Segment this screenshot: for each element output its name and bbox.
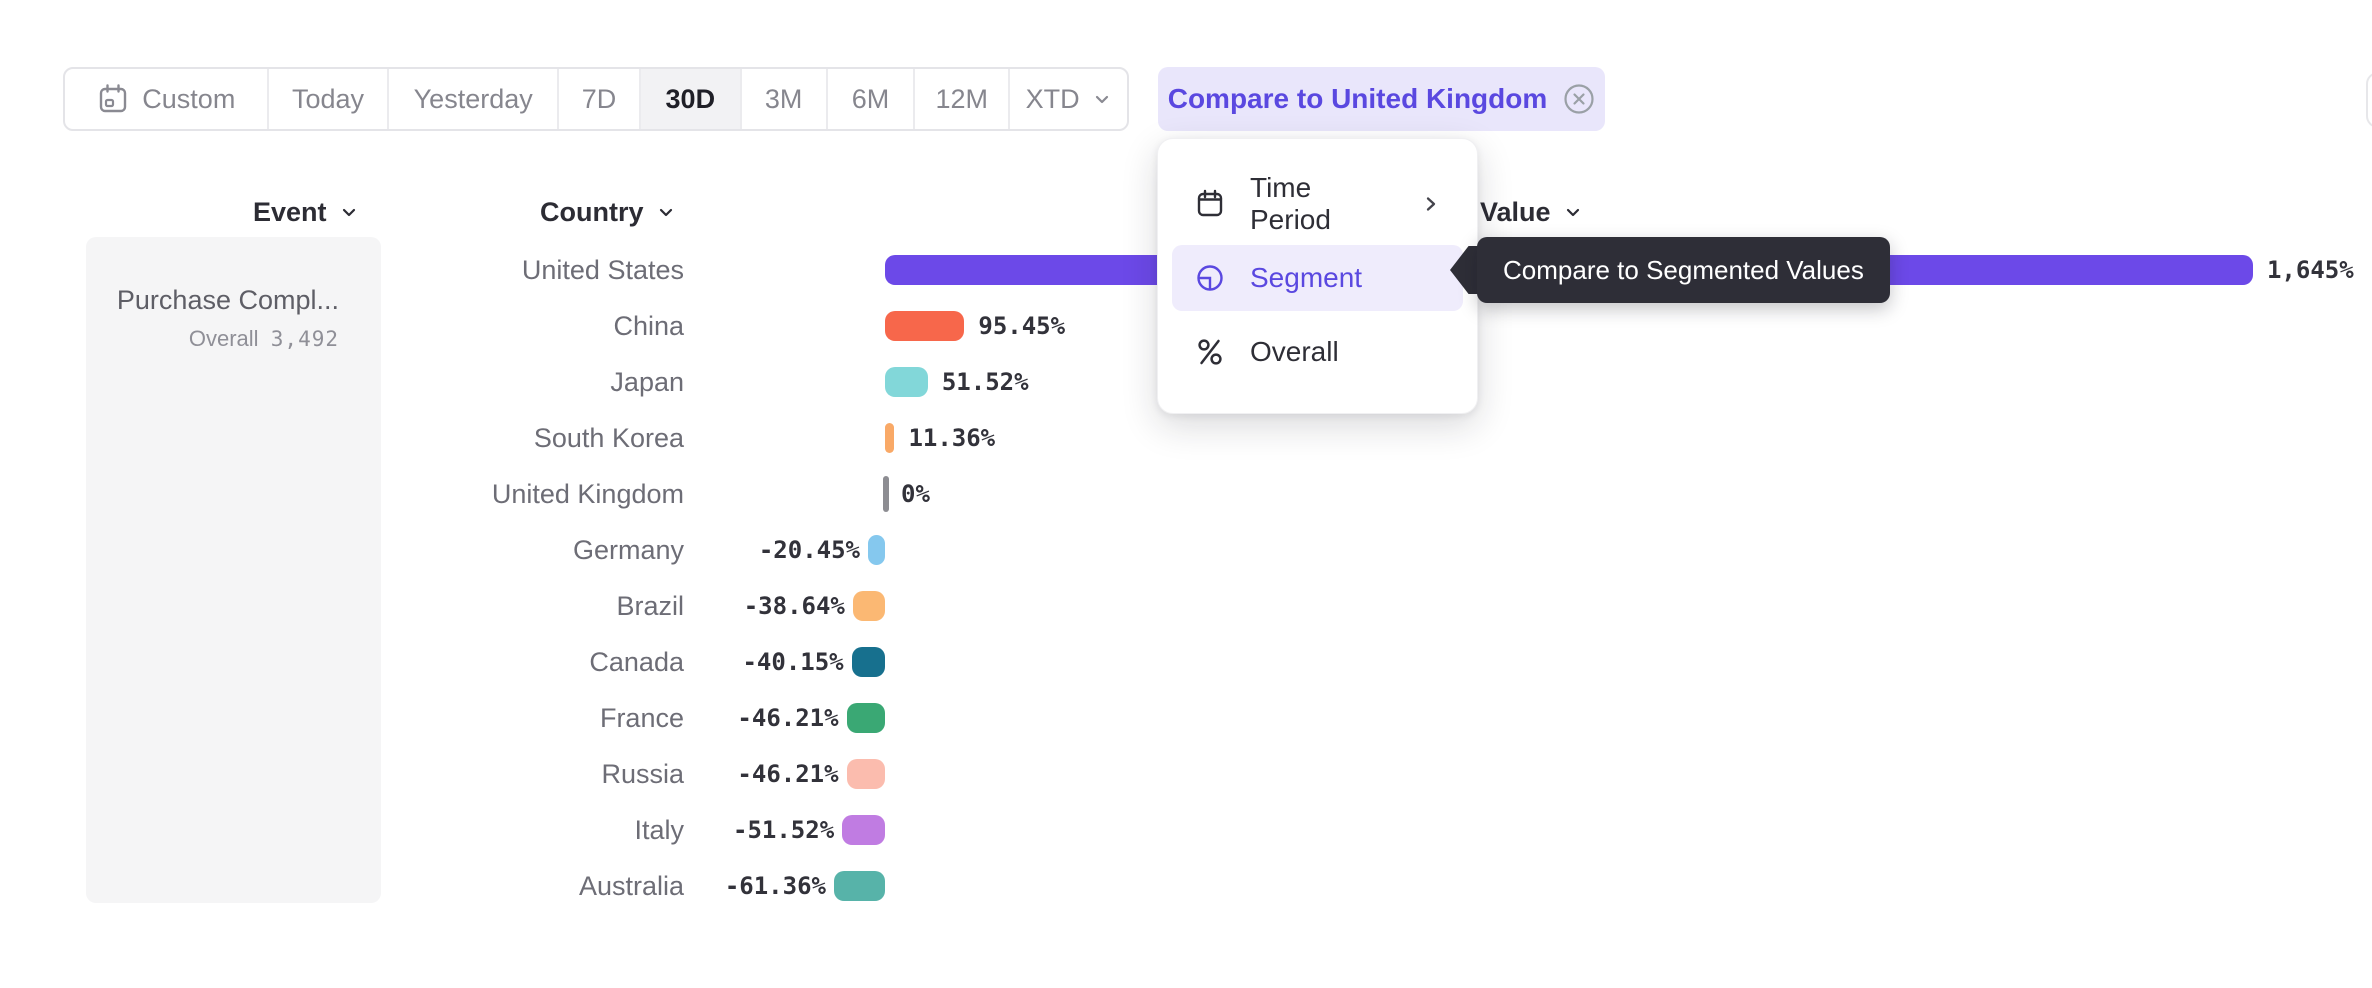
- country-label: United States: [521, 255, 684, 285]
- chevron-right-icon: [1426, 197, 1436, 211]
- event-header-label: Event: [253, 196, 327, 227]
- compare-chip[interactable]: Compare to United Kingdom: [1158, 67, 1605, 131]
- toolbar-item-6m[interactable]: 6M: [828, 69, 916, 129]
- chevron-down-icon: [342, 208, 355, 217]
- country-label: Japan: [610, 367, 684, 397]
- toolbar-item-label: Today: [291, 83, 365, 114]
- column-header-event[interactable]: Event: [253, 197, 359, 227]
- toolbar-item-label: Custom: [142, 83, 236, 114]
- menu-item-overall[interactable]: Overall: [1172, 319, 1463, 385]
- value-label: -20.45%: [758, 536, 860, 564]
- toolbar-item-today[interactable]: Today: [269, 69, 390, 129]
- zero-axis-tick: [883, 476, 889, 512]
- toolbar-item-12m[interactable]: 12M: [915, 69, 1011, 129]
- bar-japan[interactable]: [885, 367, 928, 397]
- event-metric: Overall 3,492: [106, 326, 339, 352]
- bar-brazil[interactable]: [852, 591, 885, 621]
- remove-compare-icon[interactable]: [1563, 83, 1595, 115]
- toolbar-item-label: 12M: [935, 83, 989, 114]
- chevron-down-icon: [1095, 95, 1108, 104]
- chevron-down-icon: [659, 208, 672, 217]
- segment-icon: [1197, 265, 1223, 291]
- chart-row: South Korea 11.36%: [0, 410, 2372, 466]
- value-label: 0%: [901, 480, 930, 508]
- bar-australia[interactable]: [833, 871, 885, 901]
- toolbar-item-label: 7D: [581, 83, 617, 114]
- toolbar-item-7d[interactable]: 7D: [559, 69, 641, 129]
- value-label: 1,645%: [2266, 256, 2354, 284]
- event-metric-label: Overall: [188, 326, 259, 351]
- value-label: -40.15%: [742, 648, 844, 676]
- bar-canada[interactable]: [851, 647, 885, 677]
- menu-item-label: Overall: [1250, 336, 1339, 367]
- country-label: Canada: [589, 647, 684, 677]
- toolbar-item-label: XTD: [1025, 83, 1080, 114]
- chart-row: Australia -61.36%: [0, 858, 2372, 914]
- country-label: United Kingdom: [491, 479, 684, 509]
- tooltip: Compare to Segmented Values: [1477, 237, 1890, 303]
- toolbar-item-3m[interactable]: 3M: [742, 69, 828, 129]
- compare-dropdown-menu: Time Period Segment Overall: [1157, 138, 1478, 414]
- chart-row: Canada -40.15%: [0, 634, 2372, 690]
- percent-icon: [1198, 339, 1222, 365]
- chart-row: China 95.45%: [0, 298, 2372, 354]
- calendar-icon: [1197, 189, 1223, 217]
- country-label: Brazil: [616, 591, 684, 621]
- value-label: 11.36%: [908, 424, 996, 452]
- chevron-down-icon: [1566, 208, 1579, 217]
- compare-chip-label: Compare to United Kingdom: [1167, 83, 1548, 114]
- value-label: -46.21%: [737, 704, 839, 732]
- menu-item-time-period[interactable]: Time Period: [1172, 171, 1463, 237]
- chart-row: Germany -20.45%: [0, 522, 2372, 578]
- bar-south-korea[interactable]: [885, 423, 895, 453]
- chart-row: United Kingdom 0%: [0, 466, 2372, 522]
- bar-italy[interactable]: [842, 815, 885, 845]
- value-label: 51.52%: [941, 368, 1029, 396]
- country-label: Australia: [578, 871, 684, 901]
- bar-russia[interactable]: [846, 759, 885, 789]
- toolbar-item-label: Yesterday: [413, 83, 533, 114]
- value-label: 95.45%: [978, 312, 1066, 340]
- country-label: Germany: [572, 535, 684, 565]
- country-header-label: Country: [540, 196, 644, 227]
- toolbar-item-xtd[interactable]: XTD: [1010, 69, 1127, 129]
- country-label: Russia: [601, 759, 684, 789]
- chart-row: Brazil -38.64%: [0, 578, 2372, 634]
- value-label: -46.21%: [737, 760, 839, 788]
- column-header-value[interactable]: Value: [1480, 197, 1583, 227]
- value-label: -38.64%: [743, 592, 845, 620]
- event-title: Purchase Compl...: [116, 285, 339, 315]
- toolbar-item-label: 30D: [665, 83, 716, 114]
- bar-france[interactable]: [846, 703, 885, 733]
- toolbar-item-yesterday[interactable]: Yesterday: [389, 69, 560, 129]
- value-header-label: Value: [1480, 196, 1551, 227]
- value-label: -51.52%: [733, 816, 835, 844]
- bar-germany[interactable]: [867, 535, 885, 565]
- menu-item-segment[interactable]: Segment: [1172, 245, 1463, 311]
- country-label: South Korea: [533, 423, 684, 453]
- tooltip-text: Compare to Segmented Values: [1503, 254, 1864, 285]
- toolbar-item-label: 6M: [851, 83, 890, 114]
- chart-row: Italy -51.52%: [0, 802, 2372, 858]
- value-label: -61.36%: [724, 872, 826, 900]
- calendar-icon: [100, 84, 127, 113]
- country-label: France: [599, 703, 684, 733]
- country-label: Italy: [634, 815, 684, 845]
- chart-row: France -46.21%: [0, 690, 2372, 746]
- bar-china[interactable]: [885, 311, 965, 341]
- toolbar-item-label: 3M: [764, 83, 803, 114]
- chart-row: Russia -46.21%: [0, 746, 2372, 802]
- toolbar-item-custom[interactable]: Custom: [65, 69, 269, 129]
- event-card[interactable]: Purchase Compl... Overall 3,492: [86, 237, 381, 903]
- chart-row: Japan 51.52%: [0, 354, 2372, 410]
- column-header-country[interactable]: Country: [540, 197, 676, 227]
- date-range-toolbar: Custom Today Yesterday 7D 30D 3M 6M 12M XTD: [63, 67, 1129, 131]
- event-metric-value: 3,492: [270, 327, 339, 351]
- menu-item-label: Time Period: [1250, 172, 1331, 235]
- toolbar-item-30d[interactable]: 30D: [640, 69, 742, 129]
- menu-item-label: Segment: [1250, 262, 1363, 293]
- country-label: China: [613, 311, 684, 341]
